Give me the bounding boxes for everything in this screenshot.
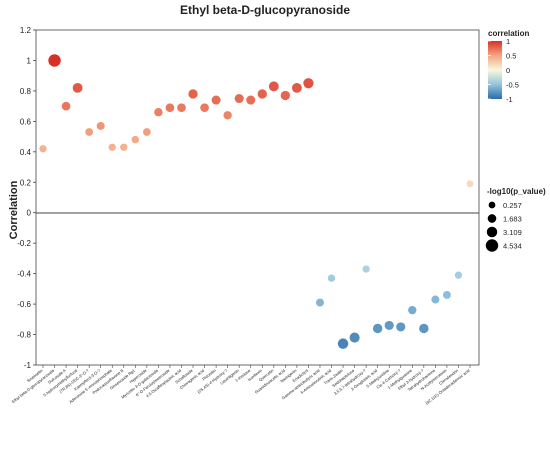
color-legend-tick-label: -1 bbox=[506, 95, 513, 104]
data-point bbox=[165, 103, 175, 112]
size-legend-items: 0.257 1.683 3.109 4.534 bbox=[485, 201, 522, 252]
y-tick-label: 1 bbox=[27, 56, 32, 65]
data-point bbox=[211, 95, 221, 105]
data-point bbox=[268, 81, 279, 92]
data-point bbox=[315, 298, 324, 307]
color-legend-tick-label: 0.5 bbox=[506, 52, 516, 61]
y-axis-label: Correlation bbox=[8, 180, 20, 239]
y-tick-label: -1 bbox=[24, 361, 32, 370]
data-points bbox=[39, 54, 474, 349]
size-legend-label: 4.534 bbox=[503, 242, 522, 251]
data-point bbox=[466, 180, 474, 188]
y-axis-ticks: 1.2 1 0.8 0.6 0.4 0.2 0 -0.2 -0.4 -0.6 -0.8 -1 bbox=[17, 26, 36, 370]
data-point bbox=[372, 323, 383, 334]
data-point bbox=[120, 143, 128, 151]
color-legend-gradient-bar bbox=[488, 41, 502, 99]
data-point bbox=[246, 95, 256, 105]
data-point bbox=[396, 322, 406, 332]
data-point bbox=[143, 128, 151, 136]
y-tick-label: -0.8 bbox=[17, 331, 31, 340]
data-point bbox=[48, 54, 61, 67]
data-point bbox=[223, 111, 232, 120]
size-legend-marker bbox=[486, 226, 498, 238]
data-point bbox=[108, 143, 116, 151]
data-point bbox=[154, 108, 163, 117]
data-point bbox=[327, 274, 336, 282]
data-point bbox=[431, 295, 440, 304]
data-point bbox=[257, 89, 267, 99]
data-point bbox=[337, 338, 349, 349]
data-point bbox=[454, 271, 463, 279]
data-point bbox=[362, 265, 370, 273]
data-point bbox=[131, 135, 140, 144]
data-point bbox=[39, 145, 47, 153]
data-point bbox=[303, 78, 314, 89]
plot-frame bbox=[35, 29, 480, 366]
color-legend-title: correlation bbox=[488, 29, 529, 38]
size-legend-label: 1.683 bbox=[503, 215, 522, 224]
y-tick-label: 0.2 bbox=[20, 178, 32, 187]
y-tick-label: -0.6 bbox=[17, 300, 31, 309]
y-tick-label: -0.4 bbox=[17, 270, 31, 279]
y-tick-label: 0 bbox=[27, 209, 32, 218]
y-tick-label: 0.8 bbox=[20, 87, 32, 96]
data-point bbox=[234, 93, 244, 104]
size-legend-label: 3.109 bbox=[503, 228, 522, 237]
data-point bbox=[349, 332, 360, 343]
size-legend-title: -log10(p_value) bbox=[487, 187, 546, 196]
color-legend-ticks: 1 0.5 0 -0.5 -1 bbox=[488, 37, 519, 104]
data-point bbox=[200, 103, 209, 112]
data-point bbox=[384, 320, 394, 330]
size-legend-marker bbox=[488, 201, 496, 209]
data-point bbox=[419, 323, 429, 334]
y-tick-label: -0.2 bbox=[17, 239, 31, 248]
color-legend-tick-label: 1 bbox=[506, 37, 510, 46]
data-point bbox=[280, 90, 291, 101]
size-legend: -log10(p_value) 0.257 1.683 3.109 4.534 bbox=[485, 187, 546, 252]
color-legend: correlation 1 0.5 0 -0.5 -1 bbox=[488, 29, 529, 104]
data-point bbox=[72, 82, 83, 93]
data-point bbox=[85, 128, 94, 136]
color-legend-tick-label: -0.5 bbox=[506, 81, 519, 90]
y-tick-label: 0.6 bbox=[20, 117, 32, 126]
y-tick-label: 0.4 bbox=[20, 148, 32, 157]
chart-title: Ethyl beta-D-glucopyranoside bbox=[180, 3, 350, 17]
y-tick-label: 1.2 bbox=[20, 26, 32, 35]
data-point bbox=[408, 305, 417, 315]
data-point bbox=[442, 291, 451, 299]
data-point bbox=[188, 89, 198, 99]
data-point bbox=[96, 121, 105, 130]
data-point bbox=[291, 82, 302, 93]
size-legend-label: 0.257 bbox=[503, 201, 522, 210]
data-point bbox=[61, 101, 71, 111]
size-legend-marker bbox=[485, 239, 499, 252]
color-legend-tick-label: 0 bbox=[506, 66, 510, 75]
data-point bbox=[177, 103, 186, 112]
size-legend-marker bbox=[487, 214, 497, 223]
